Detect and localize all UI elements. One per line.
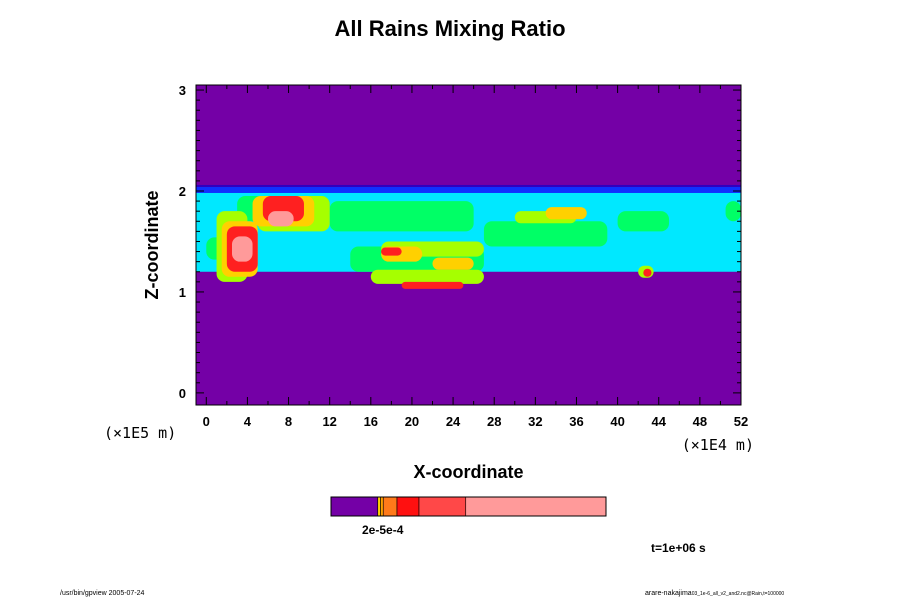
x-tick-label: 44 [652, 414, 667, 429]
colorbar-segment [382, 496, 398, 517]
x-tick-label: 24 [446, 414, 461, 429]
x-tick-label: 8 [285, 414, 292, 429]
y-tick-label: 0 [179, 386, 186, 401]
heatmap-cell [617, 211, 670, 232]
colorbar-segment [418, 496, 467, 517]
heatmap-cells [196, 85, 741, 405]
colorbar-segment [330, 496, 379, 517]
heatmap-cell [545, 207, 587, 220]
x-tick-label: 16 [364, 414, 378, 429]
chart-title: All Rains Mixing Ratio [334, 16, 566, 41]
heatmap-cell [381, 247, 402, 256]
x-tick-label: 20 [405, 414, 419, 429]
x-tick-label: 48 [693, 414, 707, 429]
footer-source-sub: 03_1e-6_all_v2_and2.nc@Rain,t=100000 [691, 591, 785, 597]
colorbar-segment [465, 496, 607, 517]
colorbar-segment [380, 496, 384, 517]
x-tick-label: 40 [610, 414, 624, 429]
footer-source-main: arare-nakajima [645, 590, 692, 597]
x-tick-label: 12 [322, 414, 336, 429]
heatmap-cell [725, 201, 741, 222]
x-axis-unit: (×1E4 m) [682, 436, 754, 454]
heatmap-cell [432, 257, 474, 270]
heatmap-cell [329, 201, 474, 232]
y-tick-label: 1 [179, 285, 186, 300]
heatmap-layer-top-edge-dark [196, 184, 741, 187]
colorbar-segment [396, 496, 420, 517]
heatmap-cell [401, 281, 464, 289]
x-tick-label: 28 [487, 414, 501, 429]
x-tick-label: 32 [528, 414, 542, 429]
axis-labels: 0 4 8 12 16 20 24 28 32 36 40 44 48 520123X-coordinat… [104, 83, 754, 482]
heatmap-cell [483, 221, 608, 247]
y-axis-label: Z-coordinate [142, 190, 162, 299]
heatmap-cell [267, 211, 294, 227]
heatmap-layer-top-edge [196, 186, 741, 193]
heatmap-cell [231, 236, 253, 262]
axis-ticks [196, 85, 742, 405]
x-tick-label: 52 [734, 414, 748, 429]
y-tick-label: 2 [179, 184, 186, 199]
footer-source: arare-nakajima03_1e-6_all_v2_and2.nc@Rai… [645, 590, 784, 597]
x-tick-label: 36 [569, 414, 583, 429]
y-tick-label: 3 [179, 83, 186, 98]
colorbar-label: 2e-5e-4 [362, 523, 404, 537]
x-tick-label: 0 [203, 414, 210, 429]
colorbar-frame [330, 496, 607, 517]
heatmap-cell [643, 268, 652, 277]
time-annotation: t=1e+06 s [651, 541, 706, 555]
y-axis-unit: (×1E5 m) [104, 424, 176, 442]
plot-frame [195, 84, 742, 406]
footer-command: /usr/bin/gpview 2005-07-24 [60, 590, 145, 597]
heatmap-cell [370, 269, 484, 284]
colorbar-segment [377, 496, 381, 517]
colorbar [330, 496, 607, 517]
x-axis-label: X-coordinate [413, 462, 523, 482]
x-tick-label: 4 [244, 414, 252, 429]
